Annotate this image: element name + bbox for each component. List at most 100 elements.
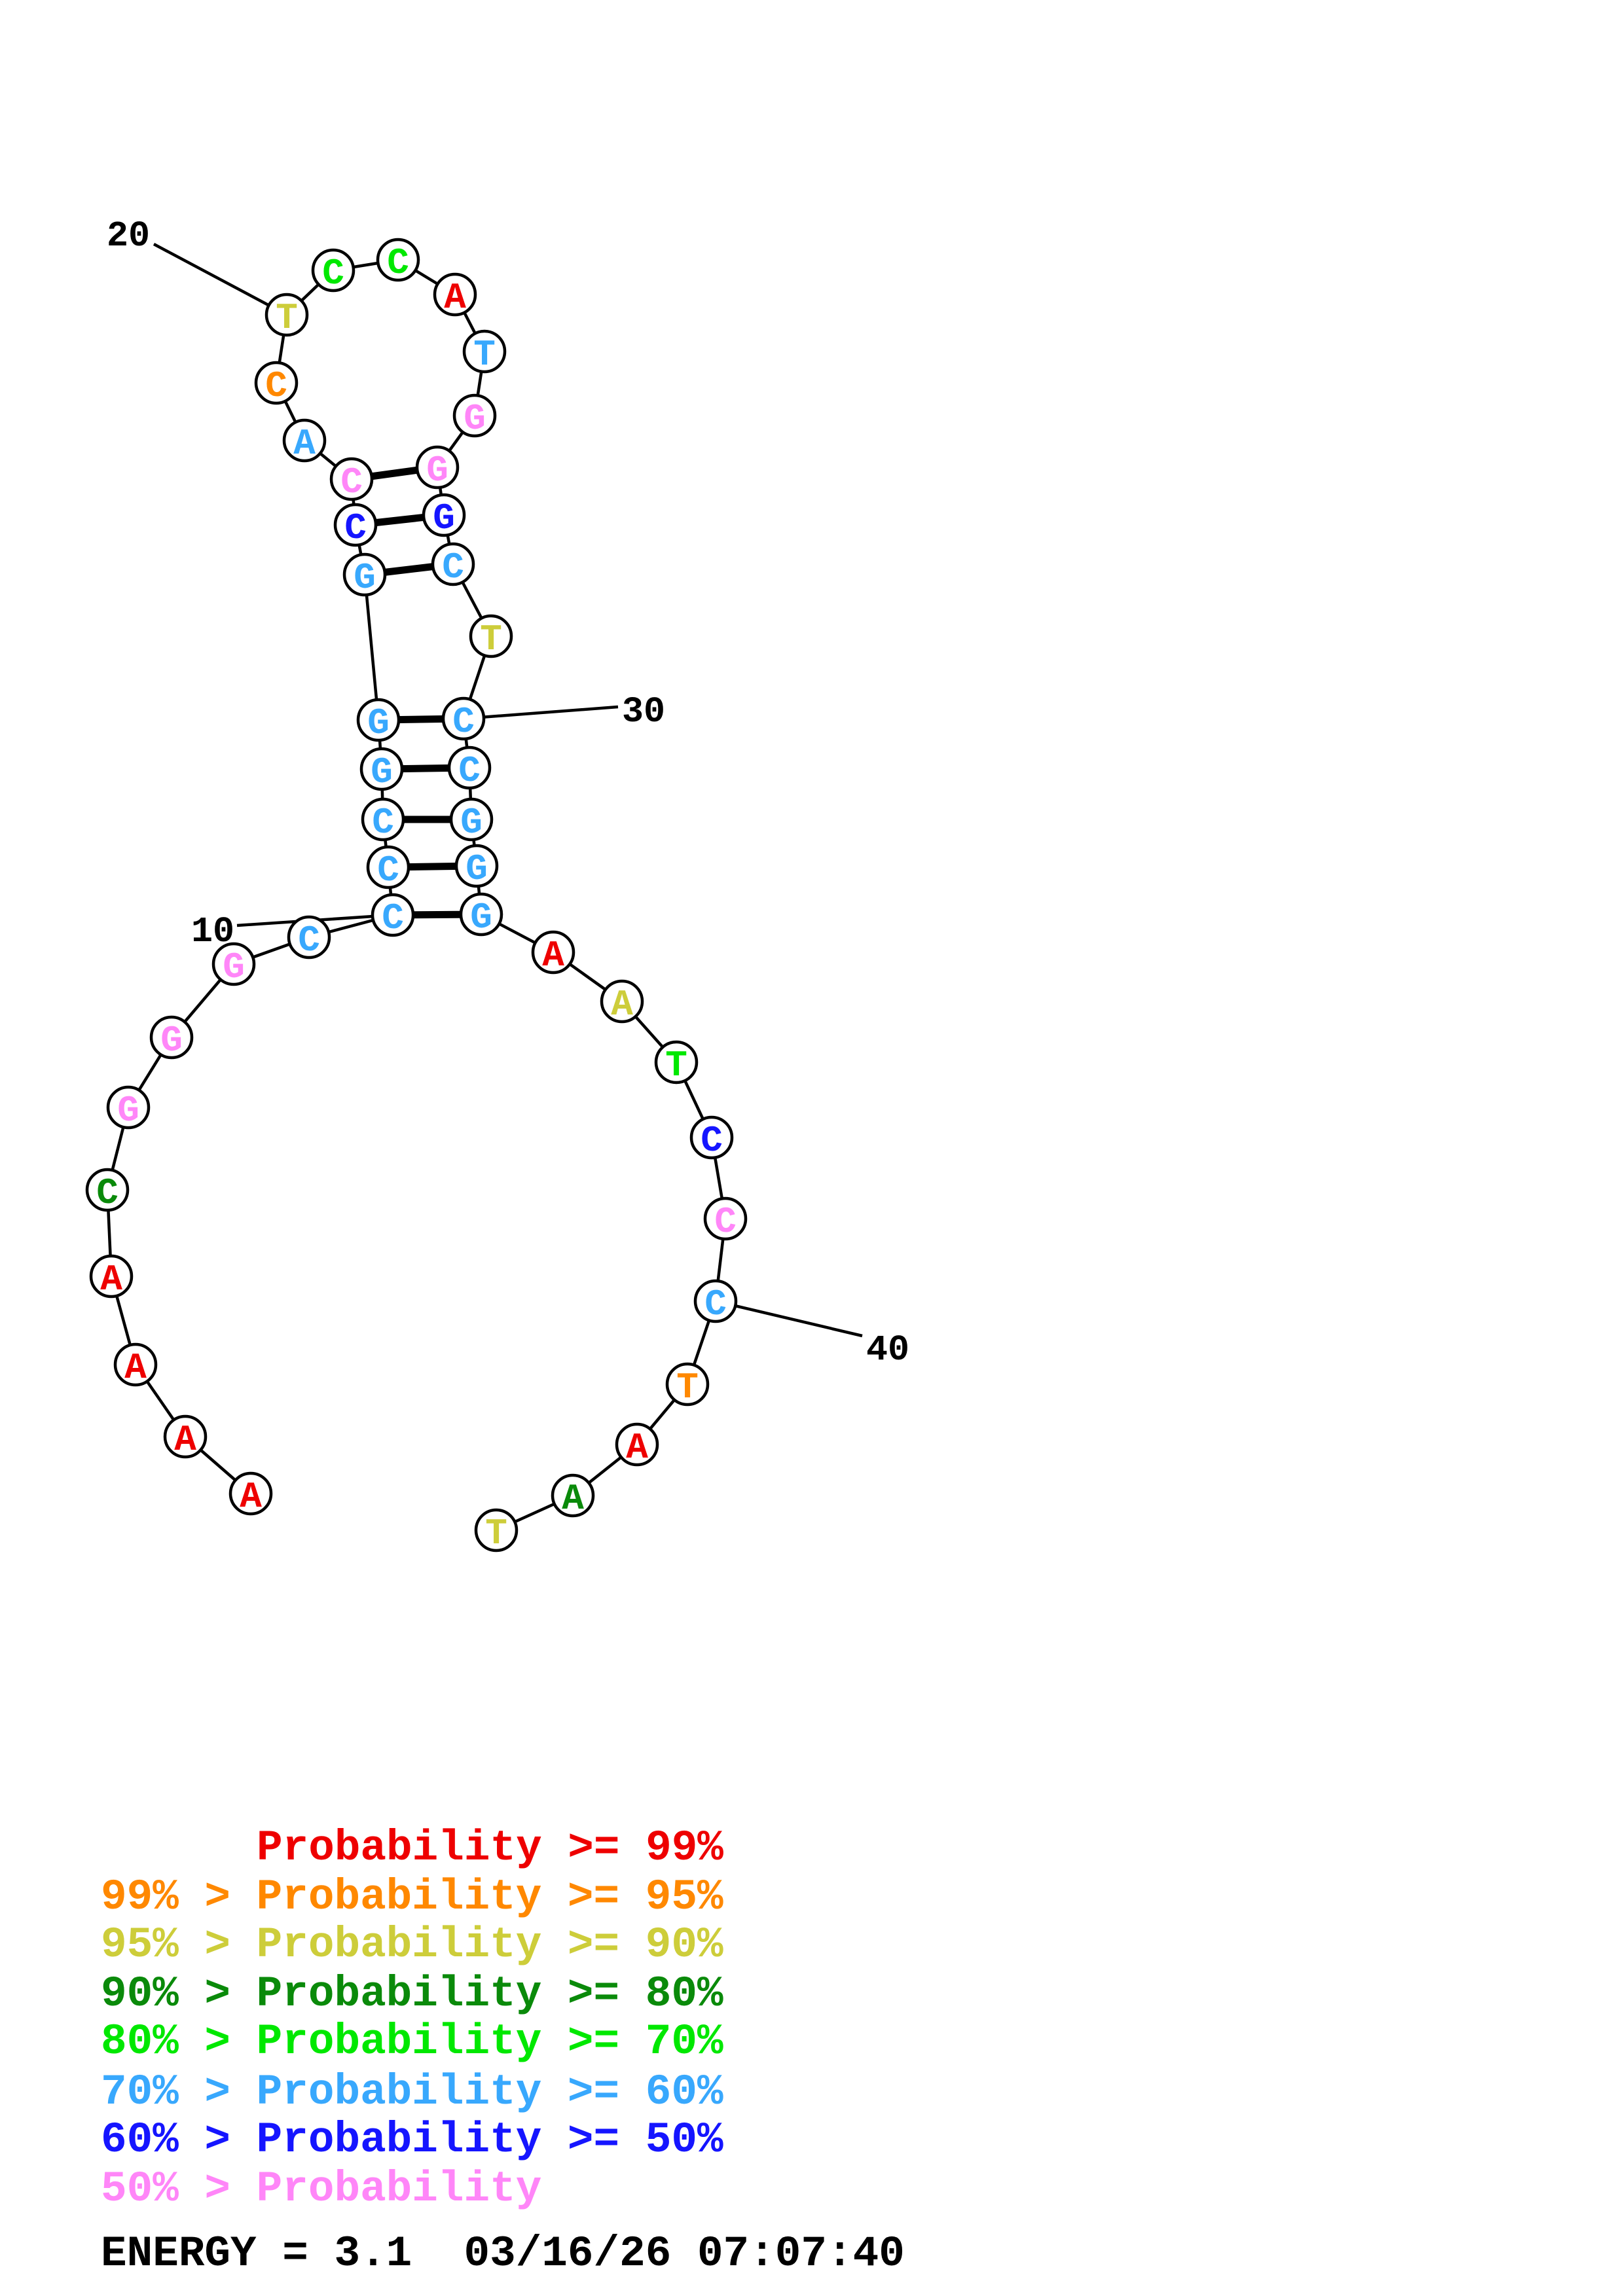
nucleotide-letter-30-C: C <box>452 701 475 743</box>
position-label-lines <box>153 243 863 1338</box>
energy-annotation: ENERGY = 3.1 03/16/26 07:07:40 <box>101 2229 905 2278</box>
nucleotide-circle-1 <box>228 1471 273 1516</box>
nucleotide-letter-43-A: A <box>562 1478 584 1520</box>
nucleotide-circle-4 <box>89 1254 134 1299</box>
position-label-line-40 <box>715 1299 863 1338</box>
nucleotide-letter-20-T: T <box>276 297 298 339</box>
position-labels: 20 10 30 40 <box>107 215 909 1371</box>
nucleotide-letter-32-G: G <box>460 802 483 844</box>
position-label-20: 20 <box>107 215 150 257</box>
nucleotide-letter-4-A: A <box>100 1259 122 1300</box>
position-label-30: 30 <box>622 691 665 732</box>
nucleotide-circle-34 <box>459 892 503 937</box>
nucleotide-circle-14 <box>356 698 401 742</box>
nucleotide-circle-6 <box>106 1085 151 1130</box>
nucleotide-letter-11-C: C <box>377 850 399 891</box>
position-label-line-30 <box>463 705 619 721</box>
nucleotide-circle-40 <box>693 1279 738 1323</box>
nucleotide-circles <box>85 238 748 1552</box>
nucleotide-letter-17-C: C <box>340 461 363 503</box>
legend-row-2: 99% > Probability >= 95% <box>101 1873 723 1922</box>
nucleotide-circle-20 <box>264 293 309 337</box>
nucleotide-letter-9-C: C <box>298 920 320 961</box>
nucleotide-circle-11 <box>366 845 410 889</box>
nucleotide-circle-9 <box>287 915 331 960</box>
nucleotide-letter-1-A: A <box>240 1476 262 1518</box>
nucleotide-circle-31 <box>447 745 492 790</box>
nucleotide-circle-38 <box>689 1115 734 1160</box>
nucleotide-circle-12 <box>361 797 405 842</box>
nucleotide-letter-13-G: G <box>371 751 393 793</box>
nucleotide-circle-8 <box>211 942 256 986</box>
nucleotide-circle-27 <box>422 493 466 537</box>
nucleotide-letter-5-C: C <box>96 1172 119 1214</box>
nucleotide-circle-22 <box>376 238 420 282</box>
nucleotide-letter-29-T: T <box>480 619 502 660</box>
nucleotide-letter-10-C: C <box>382 897 404 939</box>
nucleotide-letter-34-G: G <box>470 897 492 939</box>
nucleotide-circle-42 <box>615 1422 659 1467</box>
nucleotide-letter-22-C: C <box>387 242 409 284</box>
nucleotide-circle-24 <box>462 329 507 374</box>
nucleotide-circle-21 <box>311 248 356 293</box>
nucleotide-circle-29 <box>469 614 513 658</box>
legend-row-3: 95% > Probability >= 90% <box>101 1920 723 1969</box>
position-label-40: 40 <box>866 1329 909 1371</box>
nucleotide-letter-2-A: A <box>174 1419 196 1461</box>
probability-legend: Probability >= 99%99% > Probability >= 9… <box>101 1823 723 2214</box>
nucleotide-letter-27-G: G <box>433 497 455 539</box>
nucleotide-circle-18 <box>282 418 327 463</box>
legend-row-6: 70% > Probability >= 60% <box>101 2068 723 2117</box>
nucleotide-letter-37-T: T <box>665 1045 687 1086</box>
nucleotide-circle-5 <box>85 1168 130 1212</box>
nucleotide-letter-16-C: C <box>344 507 367 549</box>
nucleotide-letter-8-G: G <box>223 946 245 988</box>
nucleotide-circle-2 <box>163 1414 208 1459</box>
nucleotide-circle-36 <box>600 979 644 1024</box>
backbone-links <box>105 258 727 1532</box>
legend-row-1: Probability >= 99% <box>257 1823 723 1873</box>
legend-row-4: 90% > Probability >= 80% <box>101 1969 723 2018</box>
nucleotide-letter-7-G: G <box>160 1020 183 1062</box>
nucleotide-letter-35-A: A <box>542 935 564 977</box>
nucleotide-letter-15-G: G <box>354 557 376 599</box>
nucleotide-circle-28 <box>431 542 475 586</box>
nucleotide-letter-23-A: A <box>444 277 466 319</box>
nucleotide-letter-36-A: A <box>611 984 633 1026</box>
nucleotide-letter-40-C: C <box>704 1283 727 1325</box>
nucleotide-circle-16 <box>333 503 378 547</box>
nucleotide-letter-3-A: A <box>124 1347 147 1389</box>
nucleotide-letter-39-C: C <box>714 1201 737 1243</box>
legend-row-7: 60% > Probability >= 50% <box>101 2115 723 2164</box>
nucleotide-letter-41-T: T <box>676 1367 699 1408</box>
nucleotide-circle-32 <box>449 797 494 842</box>
nucleotide-circle-13 <box>359 747 404 791</box>
nucleotide-letter-26-G: G <box>426 450 448 492</box>
nucleotide-circle-7 <box>149 1015 194 1060</box>
nucleotide-letter-33-G: G <box>465 848 488 890</box>
nucleotide-letter-14-G: G <box>367 702 390 744</box>
nucleotide-circle-10 <box>371 893 415 937</box>
nucleotide-circle-37 <box>654 1040 699 1085</box>
nucleotide-letter-18-A: A <box>293 423 316 465</box>
nucleotide-circle-3 <box>113 1342 158 1387</box>
nucleotide-circle-44 <box>474 1508 519 1552</box>
nucleotide-letter-19-C: C <box>265 365 287 407</box>
legend-row-5: 80% > Probability >= 70% <box>101 2017 723 2066</box>
nucleotide-circle-30 <box>441 696 486 741</box>
nucleotide-letter-6-G: G <box>117 1090 139 1132</box>
nucleotide-circle-43 <box>551 1473 595 1518</box>
nucleotide-circle-23 <box>433 272 477 317</box>
position-label-line-20 <box>153 243 288 316</box>
nucleotide-letter-42-A: A <box>626 1427 648 1469</box>
nucleotide-circle-15 <box>342 552 387 597</box>
nucleotide-circle-33 <box>454 844 499 888</box>
nucleotide-letter-25-G: G <box>464 398 486 440</box>
nucleotide-letter-44-T: T <box>485 1513 507 1554</box>
nucleotide-circle-19 <box>254 361 299 405</box>
legend-row-8: 50% > Probability <box>101 2164 541 2214</box>
position-label-10: 10 <box>191 911 234 952</box>
nucleotide-letter-31-C: C <box>458 750 481 792</box>
backbone-link-14-15 <box>363 574 380 721</box>
